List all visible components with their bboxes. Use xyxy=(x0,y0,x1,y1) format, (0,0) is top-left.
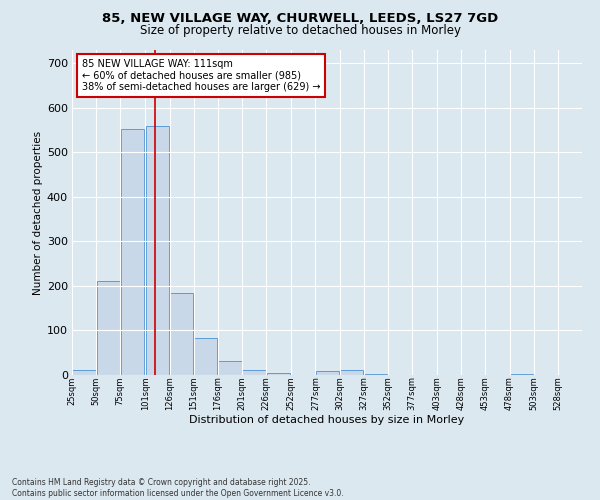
Text: Contains HM Land Registry data © Crown copyright and database right 2025.
Contai: Contains HM Land Registry data © Crown c… xyxy=(12,478,344,498)
Bar xyxy=(73,370,95,375)
Bar xyxy=(340,370,363,375)
Bar xyxy=(146,126,169,375)
Bar xyxy=(218,361,242,375)
X-axis label: Distribution of detached houses by size in Morley: Distribution of detached houses by size … xyxy=(190,414,464,424)
Text: 85 NEW VILLAGE WAY: 111sqm
← 60% of detached houses are smaller (985)
38% of sem: 85 NEW VILLAGE WAY: 111sqm ← 60% of deta… xyxy=(82,59,320,92)
Bar xyxy=(97,281,120,375)
Bar xyxy=(266,373,290,375)
Bar xyxy=(364,374,388,375)
Text: Size of property relative to detached houses in Morley: Size of property relative to detached ho… xyxy=(139,24,461,37)
Text: 85, NEW VILLAGE WAY, CHURWELL, LEEDS, LS27 7GD: 85, NEW VILLAGE WAY, CHURWELL, LEEDS, LS… xyxy=(102,12,498,26)
Bar xyxy=(316,372,339,375)
Bar xyxy=(194,338,217,375)
Bar xyxy=(510,374,533,375)
Bar xyxy=(242,370,266,375)
Bar xyxy=(170,292,193,375)
Y-axis label: Number of detached properties: Number of detached properties xyxy=(32,130,43,294)
Bar xyxy=(121,129,144,375)
